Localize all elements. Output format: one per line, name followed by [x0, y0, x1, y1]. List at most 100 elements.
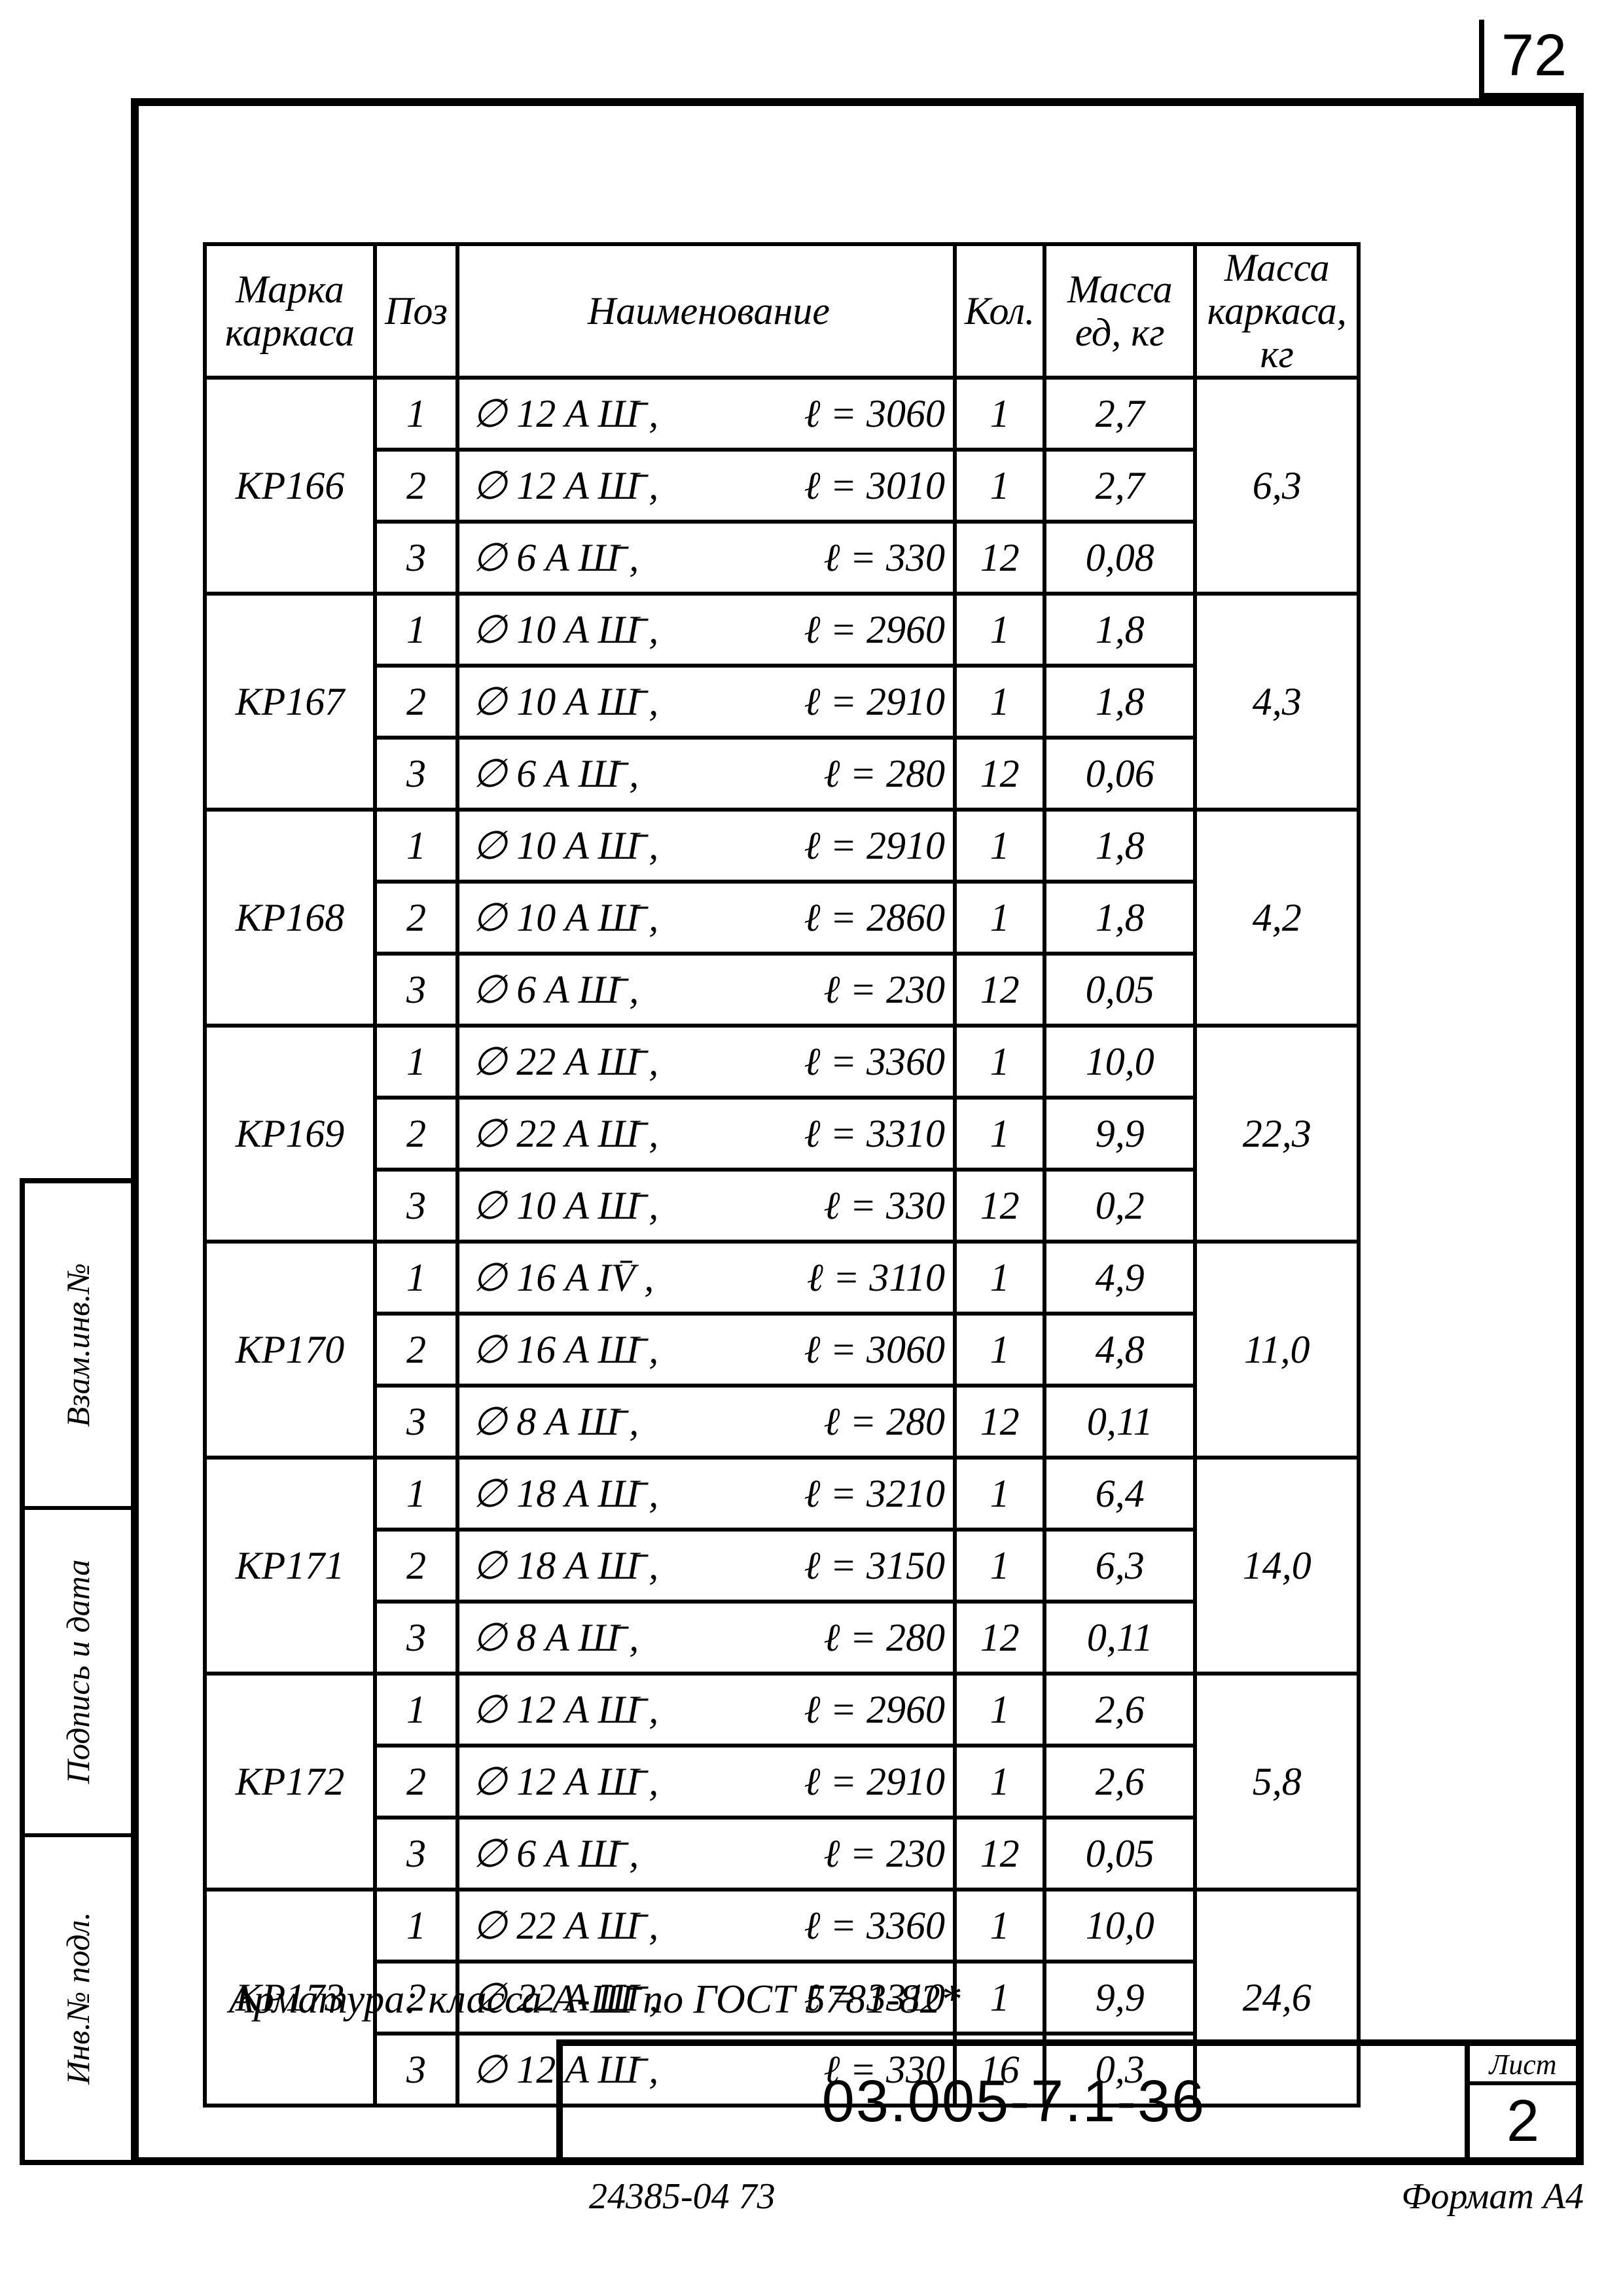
table-row: 3∅ 8 A Ш̄ ,ℓ = 280120,11: [205, 1602, 1359, 1674]
cell-poz: 1: [375, 810, 457, 882]
cell-poz: 2: [375, 1314, 457, 1386]
cell-kol: 12: [955, 1170, 1044, 1242]
table-row: 3∅ 6 A Ш̄ ,ℓ = 230120,05: [205, 1818, 1359, 1890]
table-row: 2∅ 12 A Ш̄ ,ℓ = 301012,7: [205, 450, 1359, 522]
cell-marka: КР171: [205, 1458, 375, 1674]
cell-kol: 1: [955, 810, 1044, 882]
table-row: КР1701∅ 16 A IV̄ ,ℓ = 311014,911,0: [205, 1242, 1359, 1314]
length-text: ℓ = 2860: [804, 895, 944, 941]
th-name: Наименование: [457, 244, 955, 378]
cell-massa-ed: 1,8: [1044, 666, 1195, 738]
cell-poz: 3: [375, 522, 457, 594]
sheet-box: Лист 2: [1465, 2046, 1576, 2157]
cell-massa-ed: 10,0: [1044, 1026, 1195, 1098]
spec-text: ∅ 6 A Ш̄ ,: [473, 967, 639, 1013]
spec-text: ∅ 10 A Ш̄ ,: [473, 823, 658, 869]
cell-kol: 1: [955, 594, 1044, 666]
cell-kol: 1: [955, 1242, 1044, 1314]
cell-poz: 1: [375, 1674, 457, 1746]
spec-text: ∅ 6 A Ш̄ ,: [473, 535, 639, 581]
length-text: ℓ = 2960: [804, 1687, 944, 1732]
table-row: КР1711∅ 18 A Ш̄ ,ℓ = 321016,414,0: [205, 1458, 1359, 1530]
spec-text: ∅ 22 A Ш̄ ,: [473, 1039, 658, 1085]
cell-name: ∅ 6 A Ш̄ , ℓ = 230: [457, 954, 955, 1026]
cell-poz: 2: [375, 1530, 457, 1602]
bottom-right: Формат А4: [1401, 2176, 1584, 2217]
cell-kol: 1: [955, 1026, 1044, 1098]
spec-text: ∅ 16 A Ш̄ ,: [473, 1327, 658, 1372]
spec-text: ∅ 8 A Ш̄ ,: [473, 1399, 639, 1444]
cell-massa-ed: 0,05: [1044, 1818, 1195, 1890]
binding-cell: Подпись и дата: [25, 1506, 131, 1833]
cell-massa-kar: 14,0: [1195, 1458, 1359, 1674]
cell-massa-kar: 22,3: [1195, 1026, 1359, 1242]
cell-name: ∅ 8 A Ш̄ ,ℓ = 280: [457, 1386, 955, 1458]
cell-name: ∅ 6 A Ш̄ ,ℓ = 230: [457, 1818, 955, 1890]
length-text: ℓ = 3060: [804, 391, 944, 437]
cell-massa-ed: 6,3: [1044, 1530, 1195, 1602]
table-row: 3 ∅ 6 A Ш̄ , ℓ = 230120,05: [205, 954, 1359, 1026]
binding-cell: Инв.№ подл.: [25, 1833, 131, 2160]
cell-poz: 3: [375, 1170, 457, 1242]
length-text: ℓ = 3360: [804, 1903, 944, 1948]
cell-poz: 3: [375, 1818, 457, 1890]
cell-name: ∅ 10 A Ш̄ , ℓ = 2910: [457, 810, 955, 882]
cell-poz: 1: [375, 378, 457, 450]
cell-massa-ed: 1,8: [1044, 810, 1195, 882]
cell-name: ∅ 10 A Ш̄ ,ℓ = 2960: [457, 594, 955, 666]
cell-poz: 2: [375, 666, 457, 738]
title-block: 03.005-7.1-36 Лист 2: [556, 2039, 1576, 2157]
spec-text: ∅ 6 A Ш̄ ,: [473, 751, 639, 797]
length-text: ℓ = 230: [823, 967, 944, 1013]
cell-name: ∅ 22 A Ш̄ ,ℓ = 3360: [457, 1890, 955, 1962]
cell-poz: 3: [375, 954, 457, 1026]
binding-cell: Взам.инв.№: [25, 1183, 131, 1506]
spec-text: ∅ 22 A Ш̄ ,: [473, 1111, 658, 1157]
cell-name: ∅ 6 A Ш̄ ,ℓ = 280: [457, 738, 955, 810]
length-text: ℓ = 3110: [807, 1255, 945, 1300]
cell-massa-ed: 0,05: [1044, 954, 1195, 1026]
cell-poz: 2: [375, 1746, 457, 1818]
length-text: ℓ = 2960: [804, 607, 944, 653]
sheet-number: 2: [1470, 2085, 1576, 2157]
table-row: КР1681∅ 10 A Ш̄ ,ℓ = 291011,84,2: [205, 810, 1359, 882]
cell-kol: 12: [955, 738, 1044, 810]
cell-name: ∅ 18 A Ш̄ ,ℓ = 3150: [457, 1530, 955, 1602]
length-text: ℓ = 3010: [804, 463, 944, 509]
spec-text: ∅ 10 A Ш̄ ,: [473, 1183, 658, 1229]
cell-massa-ed: 0,2: [1044, 1170, 1195, 1242]
table-row: КР1671∅ 10 A Ш̄ ,ℓ = 296011,84,3: [205, 594, 1359, 666]
cell-poz: 3: [375, 1602, 457, 1674]
binding-label: Взам.инв.№: [59, 1263, 97, 1427]
th-massa-kar: Масса каркаса, кг: [1195, 244, 1359, 378]
table-row: КР1691∅ 22 A Ш̄ ,ℓ = 3360110,022,3: [205, 1026, 1359, 1098]
cell-marka: КР166: [205, 378, 375, 594]
cell-kol: 12: [955, 1602, 1044, 1674]
binding-label: Подпись и дата: [59, 1560, 97, 1784]
cell-poz: 3: [375, 2034, 457, 2106]
cell-kol: 12: [955, 954, 1044, 1026]
bottom-left: 24385-04 73: [589, 2176, 776, 2217]
length-text: ℓ = 2910: [804, 679, 944, 725]
table-row: КР1731∅ 22 A Ш̄ ,ℓ = 3360110,024,6: [205, 1890, 1359, 1962]
cell-poz: 1: [375, 594, 457, 666]
cell-kol: 1: [955, 1746, 1044, 1818]
length-text: ℓ = 280: [823, 1615, 944, 1660]
cell-name: ∅ 18 A Ш̄ ,ℓ = 3210: [457, 1458, 955, 1530]
table-header-row: Марка каркаса Поз Наименование Кол. Масс…: [205, 244, 1359, 378]
cell-massa-kar: 6,3: [1195, 378, 1359, 594]
cell-poz: 1: [375, 1026, 457, 1098]
cell-kol: 1: [955, 1098, 1044, 1170]
cell-massa-ed: 4,9: [1044, 1242, 1195, 1314]
cell-kol: 1: [955, 666, 1044, 738]
cell-massa-kar: 4,3: [1195, 594, 1359, 810]
length-text: ℓ = 2910: [804, 823, 944, 869]
cell-poz: 1: [375, 1242, 457, 1314]
cell-marka: КР172: [205, 1674, 375, 1890]
spec-text: ∅ 6 A Ш̄ ,: [473, 1831, 639, 1876]
cell-massa-ed: 0,11: [1044, 1386, 1195, 1458]
table-row: 3∅ 10 A Ш̄ ,ℓ = 330120,2: [205, 1170, 1359, 1242]
cell-marka: КР169: [205, 1026, 375, 1242]
table-row: 2∅ 10 A Ш̄ ,ℓ = 286011,8: [205, 882, 1359, 954]
cell-kol: 12: [955, 1386, 1044, 1458]
